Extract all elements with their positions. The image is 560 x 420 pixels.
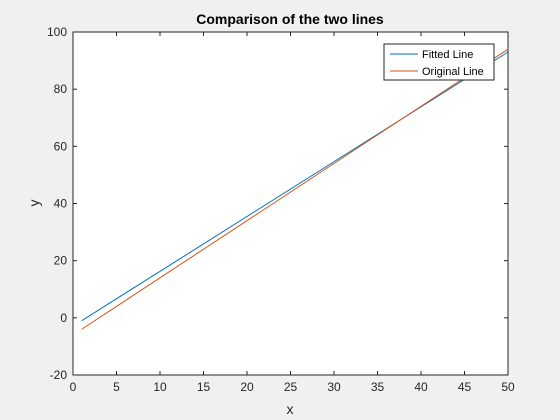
- y-tick-label: 100: [47, 25, 67, 39]
- x-tick-label: 35: [371, 380, 385, 394]
- x-tick-label: 40: [414, 380, 428, 394]
- x-tick-label: 15: [197, 380, 211, 394]
- y-axis-label: y: [26, 200, 42, 207]
- y-axis: -20 0 20 40 60 80 100: [47, 25, 508, 382]
- x-axis-label: x: [287, 401, 294, 417]
- y-tick-label: 0: [60, 311, 67, 325]
- plot-area: [72, 31, 509, 376]
- legend-label-original-line: Original Line: [422, 66, 484, 78]
- y-tick-label: -20: [50, 368, 68, 382]
- y-tick-label: 20: [54, 254, 68, 268]
- y-tick-label: 40: [54, 197, 68, 211]
- x-tick-label: 30: [327, 380, 341, 394]
- y-tick-label: 60: [54, 139, 68, 153]
- x-tick-label: 25: [284, 380, 298, 394]
- y-tick-label: 80: [54, 82, 68, 96]
- x-tick-label: 20: [240, 380, 254, 394]
- legend-label-fitted-line: Fitted Line: [422, 49, 473, 61]
- series-line-fitted-line: [81, 51, 509, 322]
- x-tick-label: 45: [458, 380, 472, 394]
- chart-title: Comparison of the two lines: [196, 11, 384, 27]
- x-tick-label: 10: [153, 380, 167, 394]
- series-layer: [81, 48, 509, 330]
- x-tick-label: 0: [70, 380, 77, 394]
- legend-box: [383, 43, 495, 81]
- series-line-original-line: [81, 48, 509, 330]
- legend: Fitted Line Original Line: [383, 43, 495, 81]
- x-axis: 0 5 10 15 20 25 30 35 40 45 50: [70, 32, 515, 394]
- x-tick-label: 50: [501, 380, 515, 394]
- x-tick-label: 5: [113, 380, 120, 394]
